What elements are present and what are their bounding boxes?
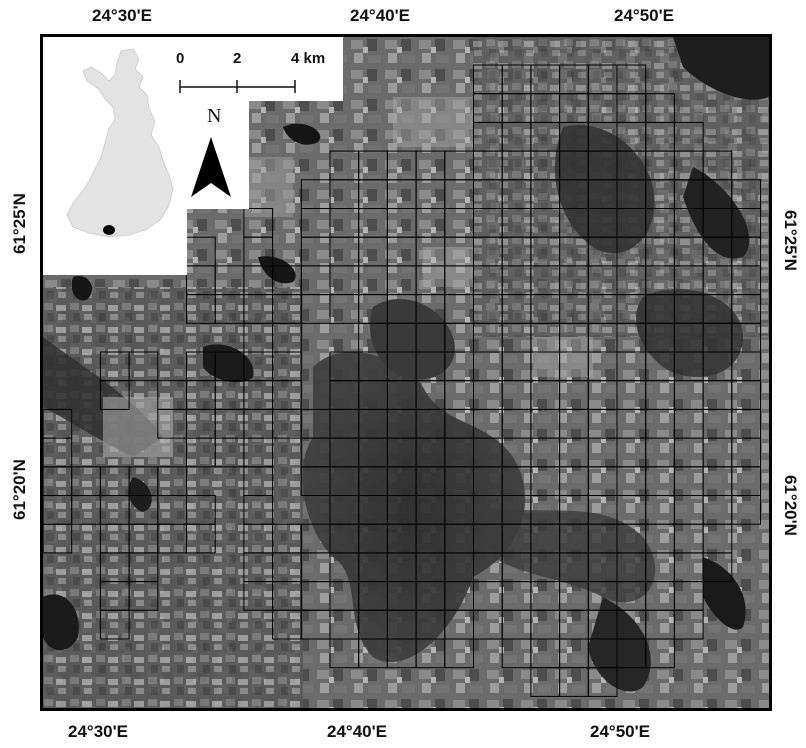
left-lat-label: 61°25'N (10, 193, 29, 254)
survey-grid (43, 64, 761, 697)
right-lat-label: 61°25'N (781, 210, 800, 271)
top-lon-label: 24°30'E (92, 6, 152, 25)
left-lat-label: 61°20'N (10, 459, 29, 520)
grid-cell (731, 495, 761, 525)
right-lat-label: 61°20'N (781, 475, 800, 536)
scale-bar: 0 2 4 km (161, 37, 343, 101)
grid-cell (128, 351, 159, 382)
satellite-image (43, 37, 769, 708)
grid-cell (702, 552, 733, 583)
grid-cell (99, 609, 130, 640)
satellite-map: 0 2 4 km N (40, 34, 772, 711)
inset-map (43, 37, 187, 275)
grid-cell (444, 638, 474, 669)
north-label: N (207, 105, 222, 127)
scale-label-0: 0 (176, 50, 185, 67)
scale-label-4km: 4 km (291, 50, 326, 67)
bottom-lon-label: 24°40'E (327, 722, 387, 741)
finland-outline-icon (66, 48, 174, 238)
grid-cell (128, 581, 159, 611)
grid-cell (645, 638, 675, 669)
top-lon-label: 24°50'E (614, 6, 674, 25)
study-area-marker (103, 225, 115, 235)
grid-cell (673, 609, 704, 640)
scale-label-2: 2 (233, 50, 242, 67)
scale-bar-graphic (179, 80, 296, 93)
north-arrow: N (187, 101, 249, 209)
grid-cell (43, 523, 73, 554)
grid-cell (186, 523, 216, 554)
bottom-lon-label: 24°50'E (590, 722, 650, 741)
top-lon-label: 24°40'E (350, 6, 410, 25)
grid-cell (99, 380, 130, 410)
bottom-lon-label: 24°30'E (68, 722, 128, 741)
north-arrow-icon (191, 137, 231, 197)
grid-cell (587, 667, 618, 697)
